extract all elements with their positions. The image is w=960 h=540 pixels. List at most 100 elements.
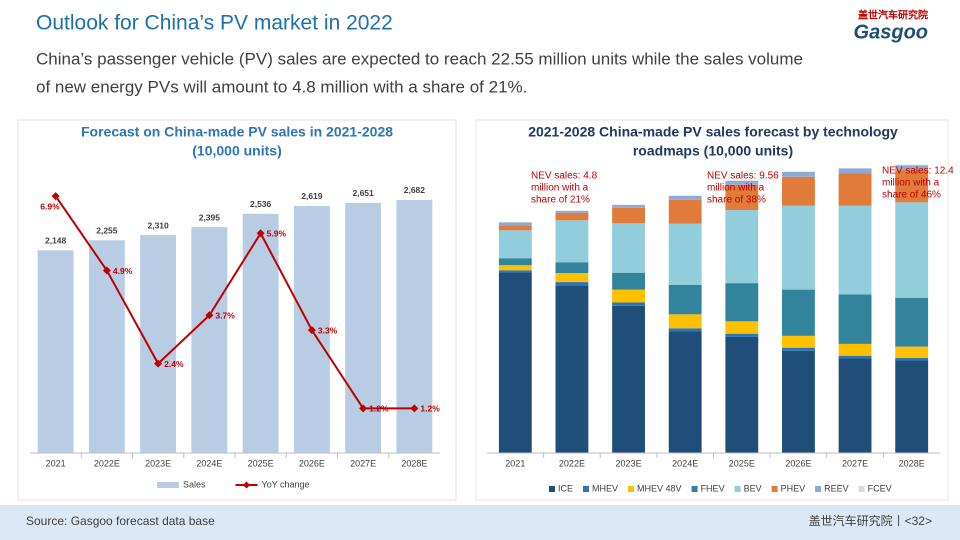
- legend-label: MHEV: [592, 483, 618, 493]
- bar-segment: [838, 168, 872, 169]
- bar-segment: [612, 289, 645, 303]
- bar: [345, 202, 382, 453]
- footer: 盖世汽车研究院丨<32>: [809, 513, 932, 528]
- annotation: NEV sales: 4.8: [531, 171, 598, 182]
- bar-segment: [498, 265, 532, 271]
- line-value-label: 2.4%: [164, 359, 184, 369]
- legend-swatch: [243, 481, 251, 489]
- line-marker: [154, 359, 163, 368]
- line-value-label: 5.9%: [267, 229, 287, 239]
- bar-segment: [612, 302, 645, 306]
- legend-label: MHEV 48V: [637, 483, 682, 493]
- chart-title: (10,000 units): [192, 143, 281, 159]
- bar-segment: [612, 305, 645, 453]
- source: Source: Gasgoo forecast data base: [26, 514, 215, 528]
- line-marker: [256, 229, 265, 238]
- legend-swatch: [815, 486, 822, 492]
- bar-value-label: 2,148: [45, 236, 67, 246]
- chart-frame: [17, 119, 457, 501]
- legend-swatch: [549, 486, 555, 492]
- footer-band: [0, 505, 960, 540]
- legend-label: FHEV: [701, 483, 725, 493]
- x-tick-label: 2028E: [899, 458, 925, 468]
- bar-segment: [612, 207, 645, 224]
- bar-segment: [725, 184, 759, 211]
- bar-segment: [498, 258, 532, 266]
- x-tick-label: 2021: [46, 458, 66, 468]
- line-marker: [51, 192, 60, 201]
- bar-segment: [555, 285, 589, 453]
- logo-cn: 盖世汽车研究院: [858, 9, 928, 22]
- line-marker: [307, 326, 316, 335]
- legend-label: Sales: [183, 479, 206, 489]
- bar-segment: [838, 355, 872, 359]
- x-tick-label: 2022E: [559, 458, 585, 468]
- bar-segment: [895, 357, 929, 361]
- annotation: million with a: [882, 178, 940, 189]
- line: [54, 195, 415, 410]
- legend-label: PHEV: [781, 483, 806, 493]
- bar-value-label: 2,395: [199, 212, 221, 222]
- bar-value-label: 2,536: [250, 199, 272, 209]
- bar-segment: [838, 168, 872, 174]
- annotation: NEV sales: 12.4: [882, 166, 954, 177]
- bar-segment: [782, 171, 815, 177]
- slide-subtitle-line: of new energy PVs will amount to 4.8 mil…: [36, 77, 527, 96]
- annotation: NEV sales: 9.56: [707, 171, 779, 182]
- x-tick-label: 2027E: [350, 458, 376, 468]
- bar-segment: [668, 199, 702, 224]
- legend-label: ICE: [558, 483, 573, 493]
- bar-segment: [498, 230, 532, 259]
- chart-frame: [475, 119, 949, 501]
- legend-label: FCEV: [868, 483, 892, 493]
- bar-segment: [498, 272, 532, 453]
- line-value-label: 3.7%: [215, 310, 235, 320]
- line-value-label: 3.3%: [318, 325, 338, 335]
- annotation: million with a: [531, 183, 589, 194]
- line-marker: [359, 404, 368, 413]
- bar-segment: [838, 173, 872, 206]
- bar-value-label: 2,619: [301, 191, 323, 201]
- legend-swatch: [858, 486, 865, 492]
- bar-segment: [838, 343, 872, 356]
- chart-title: Forecast on China-made PV sales in 2021-…: [81, 124, 393, 140]
- bar-segment: [498, 225, 532, 231]
- bar: [88, 240, 125, 453]
- annotation: share of 21%: [531, 195, 590, 206]
- bar: [191, 227, 228, 453]
- bar-value-label: 2,682: [404, 185, 426, 195]
- bar-segment: [782, 347, 815, 351]
- x-tick-label: 2025E: [729, 458, 755, 468]
- bar-segment: [555, 282, 589, 286]
- line-value-label: 4.9%: [113, 266, 133, 276]
- x-tick-label: 2028E: [401, 458, 427, 468]
- bar-segment: [668, 314, 702, 329]
- bar-segment: [555, 262, 589, 274]
- bar-segment: [498, 222, 532, 226]
- bar-segment: [725, 180, 759, 185]
- bar-segment: [782, 350, 815, 453]
- legend-label: REEV: [824, 483, 849, 493]
- bar-value-label: 2,651: [352, 188, 374, 198]
- slide-title: Outlook for China’s PV market in 2022: [36, 12, 393, 35]
- bar-segment: [668, 331, 702, 453]
- bar-segment: [612, 272, 645, 290]
- line-value-label: 6.9%: [40, 201, 60, 211]
- bar-segment: [895, 202, 929, 298]
- legend-swatch: [628, 486, 635, 492]
- legend-swatch: [691, 486, 698, 492]
- legend-swatch: [734, 486, 741, 492]
- bar-segment: [895, 165, 929, 171]
- x-tick-label: 2024E: [196, 458, 222, 468]
- bar-segment: [668, 223, 702, 285]
- annotation: share of 46%: [882, 190, 941, 201]
- x-tick-label: 2025E: [248, 458, 274, 468]
- bar-segment: [895, 346, 929, 358]
- x-tick-label: 2026E: [299, 458, 325, 468]
- bar-segment: [838, 358, 872, 453]
- bar-segment: [725, 321, 759, 334]
- x-tick-label: 2022E: [94, 458, 120, 468]
- bar-segment: [668, 284, 702, 315]
- bar-segment: [782, 289, 815, 336]
